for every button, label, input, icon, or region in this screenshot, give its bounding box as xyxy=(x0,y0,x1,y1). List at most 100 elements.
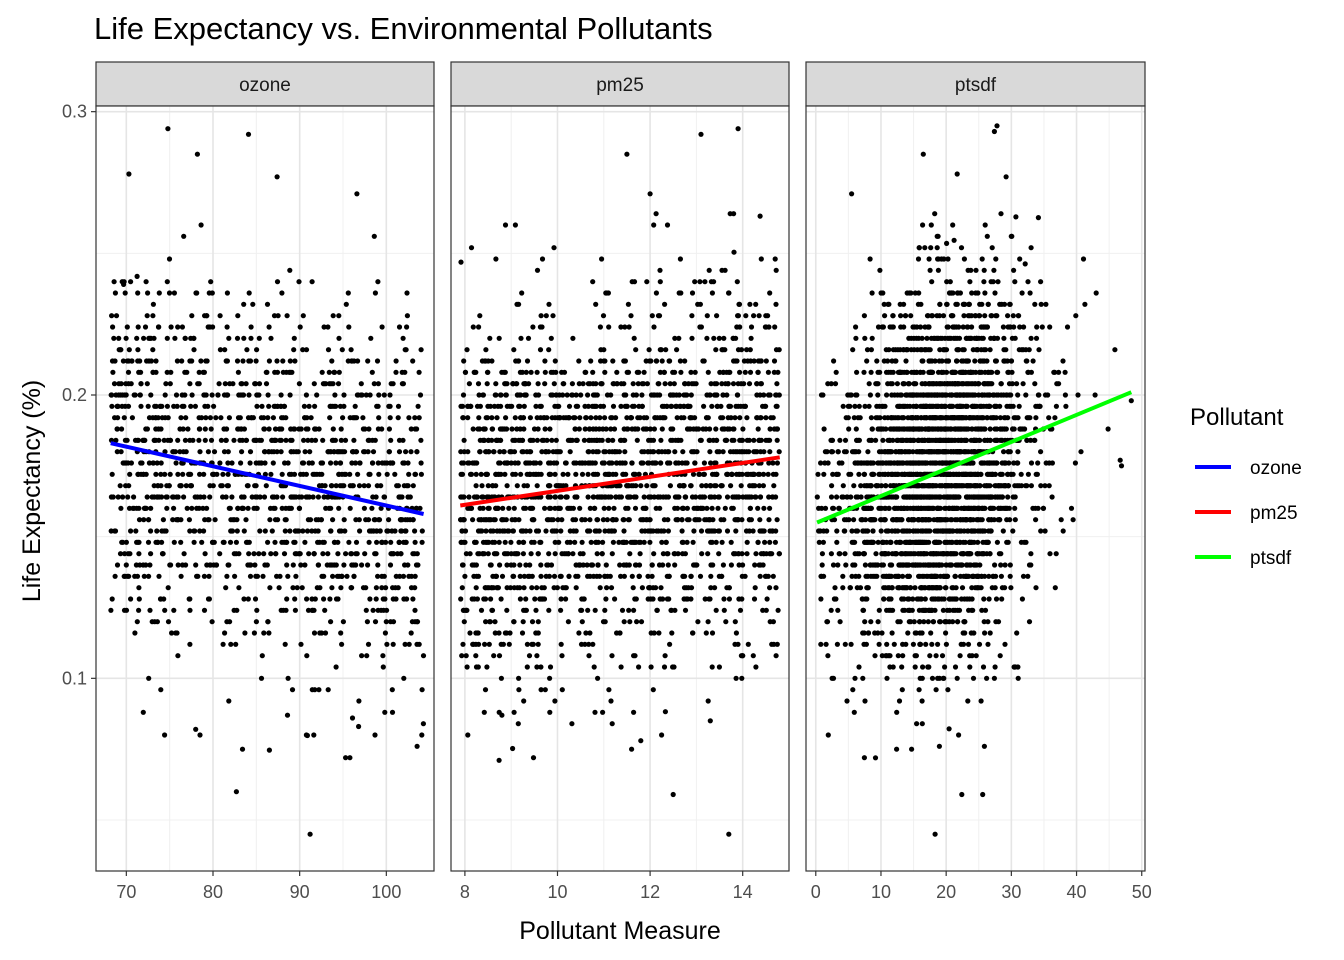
data-point xyxy=(639,381,645,387)
facet-strip xyxy=(450,61,790,107)
data-point xyxy=(291,335,297,341)
data-point xyxy=(593,539,600,545)
data-point xyxy=(466,460,472,466)
data-point xyxy=(252,562,258,568)
data-point xyxy=(300,460,307,466)
data-point xyxy=(317,471,323,477)
data-point xyxy=(488,528,494,534)
data-point xyxy=(1025,573,1031,579)
data-point xyxy=(820,539,827,545)
data-point xyxy=(154,528,160,534)
data-point xyxy=(173,630,179,636)
data-point xyxy=(724,494,731,500)
data-point xyxy=(576,358,582,364)
data-point xyxy=(529,585,535,591)
data-point xyxy=(605,437,611,443)
data-point xyxy=(569,721,575,727)
data-point xyxy=(818,392,825,398)
data-point xyxy=(523,369,529,375)
data-point xyxy=(543,528,549,534)
data-point xyxy=(552,358,558,364)
data-point xyxy=(535,426,541,432)
data-point xyxy=(382,709,388,715)
data-point xyxy=(722,505,728,511)
data-point xyxy=(669,403,675,409)
data-point xyxy=(757,471,763,477)
data-point xyxy=(201,392,207,398)
data-point xyxy=(742,573,748,579)
data-point xyxy=(519,290,525,296)
x-tick-label: 100 xyxy=(371,882,401,902)
data-point xyxy=(265,392,271,398)
data-point xyxy=(497,437,504,443)
data-point xyxy=(500,641,506,647)
data-point xyxy=(150,369,156,375)
data-point xyxy=(737,369,743,375)
data-point xyxy=(278,449,284,455)
data-point xyxy=(473,585,479,591)
data-point xyxy=(278,607,284,613)
data-point xyxy=(362,551,368,557)
data-point xyxy=(192,528,198,534)
data-point xyxy=(739,517,745,523)
data-point xyxy=(266,747,272,753)
data-point xyxy=(241,528,247,534)
data-point xyxy=(154,619,160,625)
data-point xyxy=(328,505,334,511)
data-point xyxy=(467,403,474,409)
data-point xyxy=(1028,483,1034,489)
data-point xyxy=(510,573,517,579)
data-point xyxy=(701,358,707,364)
data-point xyxy=(145,517,152,523)
data-point xyxy=(119,403,125,409)
data-point xyxy=(263,483,269,489)
data-point xyxy=(535,551,541,557)
data-point xyxy=(721,596,727,602)
data-point xyxy=(618,403,624,409)
data-point xyxy=(771,483,777,489)
data-point xyxy=(240,505,246,511)
data-point xyxy=(230,517,236,523)
data-point xyxy=(862,562,869,568)
data-point xyxy=(391,551,397,557)
data-point xyxy=(402,641,408,647)
data-point xyxy=(309,460,315,466)
data-point xyxy=(758,381,764,387)
data-point xyxy=(649,460,656,466)
data-point xyxy=(497,426,503,432)
data-point xyxy=(999,596,1005,602)
data-point xyxy=(514,392,521,398)
data-point xyxy=(196,505,202,511)
data-point xyxy=(376,517,383,523)
data-point xyxy=(555,517,561,523)
facet-strip-label: pm25 xyxy=(596,75,644,96)
data-point xyxy=(625,517,632,523)
data-point xyxy=(982,630,988,636)
data-point xyxy=(740,426,746,432)
data-point xyxy=(595,517,601,523)
data-point xyxy=(254,403,260,409)
data-point xyxy=(469,562,475,568)
data-point xyxy=(539,256,546,262)
data-point xyxy=(486,585,492,591)
data-point xyxy=(151,483,157,489)
data-point xyxy=(776,449,782,455)
data-point xyxy=(252,381,258,387)
data-point xyxy=(628,313,634,319)
data-point xyxy=(465,732,471,738)
data-point xyxy=(379,324,385,330)
data-point xyxy=(126,483,132,489)
data-point xyxy=(756,562,762,568)
data-point xyxy=(940,313,947,319)
data-point xyxy=(511,619,517,625)
data-point xyxy=(631,335,637,341)
data-point xyxy=(714,437,720,443)
data-point xyxy=(627,619,633,625)
data-point xyxy=(981,596,987,602)
data-point xyxy=(245,505,251,511)
data-point xyxy=(531,539,537,545)
data-point xyxy=(1014,460,1020,466)
data-point xyxy=(657,279,663,285)
data-point xyxy=(699,551,705,557)
data-point xyxy=(538,403,544,409)
